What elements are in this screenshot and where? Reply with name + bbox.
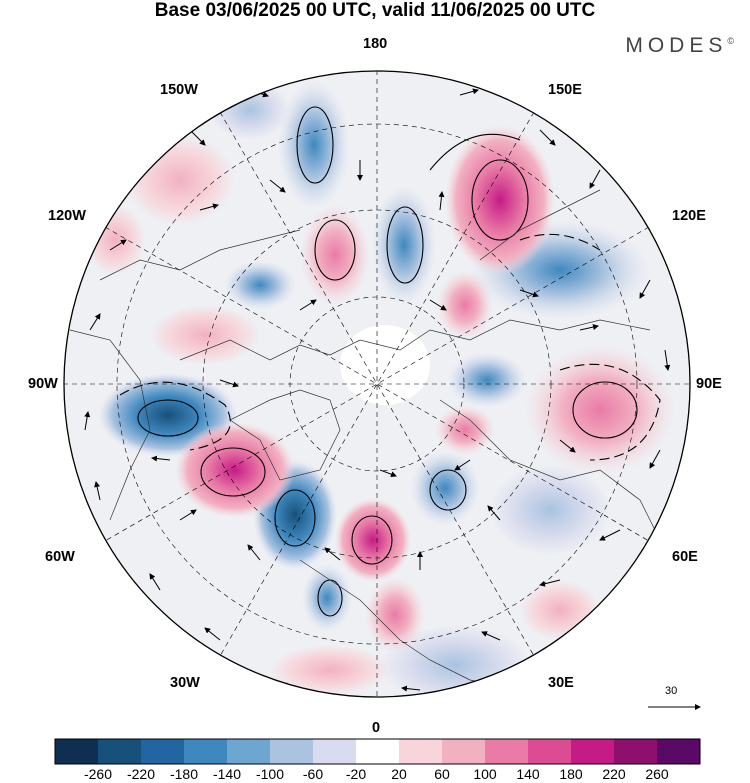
brand-logo: MODES©	[625, 34, 734, 58]
colorbar-tick-label: -100	[255, 766, 285, 782]
anomaly-negative	[302, 564, 352, 632]
colorbar-tick-label: -140	[212, 766, 242, 782]
colorbar-tick-label: -180	[169, 766, 199, 782]
anomaly-negative	[447, 352, 527, 408]
anomaly-positive	[150, 305, 260, 365]
colorbar-tick-label: 60	[434, 766, 450, 782]
reference-vector-label: 30	[665, 685, 678, 697]
anomaly-negative	[278, 80, 350, 210]
colorbar-tick-label: 220	[602, 766, 626, 782]
colorbar-tick-label: -20	[345, 766, 367, 782]
anomaly-negative	[210, 80, 290, 140]
colorbar-tick-label: -60	[302, 766, 324, 782]
anomaly-positive	[520, 580, 600, 640]
colorbar-tick-label: 140	[516, 766, 540, 782]
anomaly-positive	[300, 205, 370, 305]
lon-label-0: 0	[372, 720, 381, 736]
anomaly-positive	[435, 405, 495, 455]
height-contours	[119, 106, 661, 617]
map-title: Base 03/06/2025 00 UTC, valid 11/06/2025…	[154, 0, 596, 21]
brand-mark: ©	[727, 36, 734, 46]
anomaly-positive	[525, 345, 675, 475]
anomaly-positive	[125, 135, 235, 225]
anomaly-negative	[224, 260, 296, 310]
lon-label-150w: 150W	[160, 82, 198, 98]
anomaly-positive	[365, 577, 425, 653]
anomaly-field	[64, 71, 690, 697]
anomaly-negative	[410, 450, 480, 526]
map-boundary	[63, 70, 691, 698]
lon-label-180: 180	[363, 36, 388, 52]
lon-label-120e: 120E	[672, 208, 706, 224]
colorbar-tick-label: -220	[126, 766, 156, 782]
anomaly-negative	[490, 465, 610, 555]
colorbar-tick-label: 260	[645, 766, 669, 782]
lon-label-30e: 30E	[548, 675, 574, 691]
anomaly-positive	[445, 125, 555, 275]
anomaly-positive	[437, 270, 493, 340]
anomaly-positive	[270, 645, 390, 695]
anomaly-positive	[85, 205, 145, 275]
colorbar-tick-label: 20	[391, 766, 407, 782]
lon-label-60w: 60W	[45, 549, 75, 565]
lon-label-120w: 120W	[48, 208, 86, 224]
anomaly-negative	[372, 185, 436, 305]
graticule	[64, 71, 690, 697]
lon-label-90w: 90W	[28, 376, 58, 392]
lon-label-90e: 90E	[696, 376, 722, 392]
lon-label-150e: 150E	[548, 82, 582, 98]
lon-label-30w: 30W	[170, 675, 200, 691]
anomaly-positive	[335, 498, 411, 582]
brand-text: MODES	[625, 34, 728, 57]
lon-label-60e: 60E	[672, 549, 698, 565]
colorbar-tick-label: 100	[473, 766, 497, 782]
anomaly-positive	[175, 422, 295, 518]
coastlines	[69, 189, 661, 691]
colorbar-tick-label: 180	[559, 766, 583, 782]
colorbar-tick-label: -260	[83, 766, 113, 782]
